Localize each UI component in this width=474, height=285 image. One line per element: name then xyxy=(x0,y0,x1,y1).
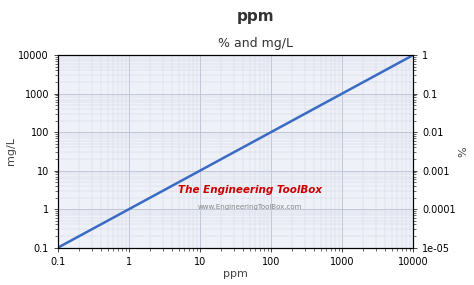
Text: The Engineering ToolBox: The Engineering ToolBox xyxy=(178,185,322,195)
Text: ppm: ppm xyxy=(237,9,275,24)
Text: % and mg/L: % and mg/L xyxy=(219,37,293,50)
X-axis label: ppm: ppm xyxy=(223,269,248,280)
Y-axis label: %: % xyxy=(458,146,468,157)
Text: www.EngineeringToolBox.com: www.EngineeringToolBox.com xyxy=(198,204,302,210)
Y-axis label: mg/L: mg/L xyxy=(6,137,16,165)
